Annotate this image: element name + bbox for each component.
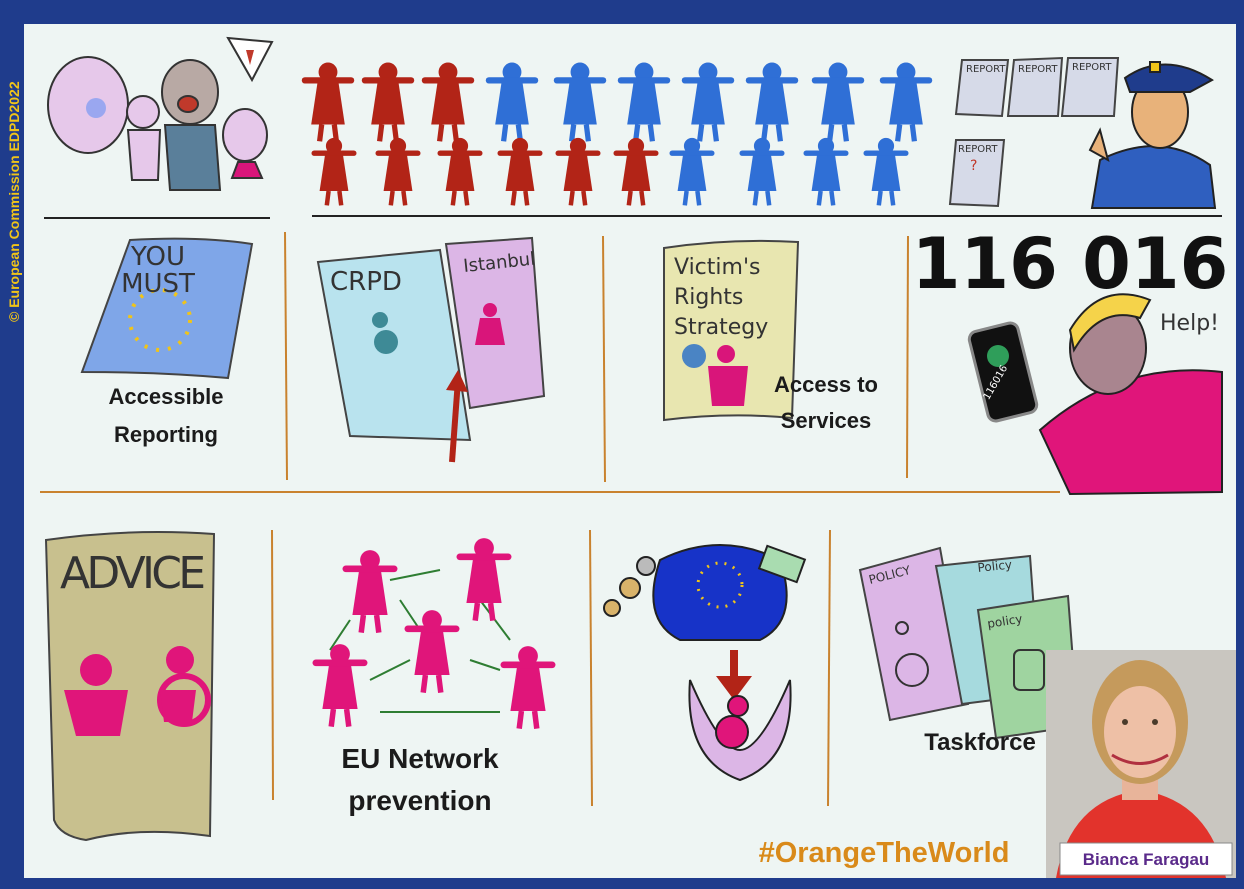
victims-scene-part xyxy=(128,130,160,180)
conventions-part xyxy=(475,318,505,345)
report-label: REPORT xyxy=(1072,62,1112,73)
victims-scene-part xyxy=(127,96,159,128)
infographic: © European Commission EDPD2022 REPORT RE… xyxy=(0,0,1244,889)
victims-scene-part xyxy=(86,98,106,118)
report-label: REPORT xyxy=(958,144,998,155)
doc-text: Strategy xyxy=(674,315,768,340)
victims-rights-part xyxy=(717,345,735,363)
caption: prevention xyxy=(348,785,491,816)
doc-text: Victim's xyxy=(674,255,760,280)
advice-part xyxy=(80,654,112,686)
author-name: Bianca Faragau xyxy=(1083,850,1210,869)
victims-scene-part xyxy=(223,109,267,161)
conventions-part xyxy=(483,303,497,317)
eu-funding-part xyxy=(637,557,655,575)
helpline-number: 116 016 xyxy=(912,223,1229,305)
victims-rights-part xyxy=(708,366,748,406)
advice-part xyxy=(160,690,196,722)
doc-text: MUST xyxy=(121,269,195,299)
helpline-part xyxy=(987,345,1009,367)
victims-scene-part xyxy=(178,96,198,112)
credit: © European Commission EDPD2022 xyxy=(6,81,22,322)
conventions-part xyxy=(372,312,388,328)
caption: Access to xyxy=(774,372,878,397)
eu-funding-part xyxy=(716,716,748,748)
advice-part xyxy=(166,646,194,674)
eu-funding-part xyxy=(604,600,620,616)
caption: Accessible xyxy=(109,384,224,409)
author-portrait-part xyxy=(1122,719,1128,725)
doc-text: Rights xyxy=(674,285,743,310)
author-portrait-part xyxy=(1152,719,1158,725)
report-label: REPORT xyxy=(1018,64,1058,75)
advice: ADVICE xyxy=(46,532,214,840)
eu-funding-part xyxy=(620,578,640,598)
police-officer-part xyxy=(1150,62,1160,72)
page: Infographic { "credit": "© European Comm… xyxy=(0,0,1244,889)
victims-scene-part xyxy=(165,125,220,190)
hashtag: #OrangeTheWorld xyxy=(759,837,1010,869)
body: © European Commission EDPD2022 REPORT RE… xyxy=(0,0,1244,889)
report-mark: ? xyxy=(970,158,977,174)
doc-text: YOU xyxy=(130,242,185,272)
caption: EU Network xyxy=(341,743,499,774)
victims-scene-part xyxy=(162,60,218,124)
doc-text: ADVICE xyxy=(60,548,206,599)
speech: Help! xyxy=(1160,311,1219,336)
conventions-part xyxy=(374,330,398,354)
eu-funding-part xyxy=(728,696,748,716)
separators-part xyxy=(907,236,908,478)
victims-rights-part xyxy=(682,344,706,368)
author-portrait: Bianca Faragau xyxy=(1046,650,1236,878)
separators-part xyxy=(272,530,273,800)
report-label: REPORT xyxy=(966,64,1006,75)
caption: Services xyxy=(781,408,872,433)
caption: Reporting xyxy=(114,422,218,447)
doc-text: CRPD xyxy=(330,267,402,297)
caption: Taskforce xyxy=(924,729,1036,756)
